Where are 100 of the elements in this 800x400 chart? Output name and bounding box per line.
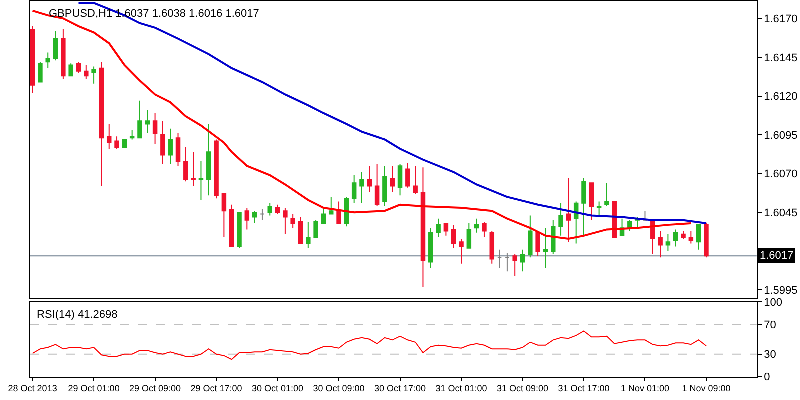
candlestick [46, 52, 50, 69]
candlestick [306, 221, 311, 249]
candlestick [268, 202, 272, 216]
candlestick [130, 130, 135, 140]
x-tick-label: 1 Nov 09:00 [682, 384, 731, 394]
candlestick [30, 26, 36, 94]
x-tick-label: 31 Oct 09:00 [496, 384, 549, 394]
candlestick [206, 124, 212, 196]
candlestick [673, 229, 678, 248]
candlestick [543, 228, 548, 270]
candlestick [374, 164, 380, 207]
candlestick [275, 204, 280, 215]
candlestick [145, 110, 150, 134]
candlestick [283, 207, 288, 235]
candlestick [229, 204, 234, 248]
candlestick [68, 63, 74, 77]
ref-line-label: 1.6017 [760, 250, 794, 262]
candlestick [92, 66, 96, 84]
candlestick [466, 223, 472, 249]
y-tick-label: 1.6045 [764, 208, 798, 220]
candlestick [658, 230, 663, 258]
candlestick [321, 207, 326, 224]
candlestick [198, 160, 204, 201]
candlestick [360, 172, 364, 204]
candlestick [558, 202, 564, 236]
candlestick [390, 166, 395, 193]
candlestick [436, 218, 441, 238]
candlestick [704, 223, 709, 258]
x-tick-label: 30 Oct 17:00 [374, 384, 426, 394]
candlestick [214, 139, 219, 200]
candlestick [328, 196, 334, 215]
candlestick [688, 230, 694, 244]
candlestick [512, 254, 518, 277]
candlestick [589, 182, 594, 221]
y-tick-label: 1.6095 [764, 130, 798, 142]
candlestick [84, 64, 89, 80]
candlestick [536, 232, 540, 257]
y-tick-label: 100 [764, 296, 782, 309]
candlestick [482, 221, 487, 238]
x-tick-label: 1 Nov 01:00 [620, 384, 670, 394]
candlestick [582, 178, 586, 236]
y-tick-label: 1.6170 [764, 14, 798, 26]
candlestick [122, 139, 128, 148]
candlestick [237, 212, 242, 249]
line-series [32, 10, 692, 240]
candlestick [260, 209, 265, 221]
candlestick [176, 133, 181, 167]
candlestick [222, 194, 227, 238]
candlestick [398, 164, 403, 196]
candlestick [367, 166, 372, 193]
y-tick-label: 1.5995 [764, 285, 798, 298]
candlestick [574, 201, 579, 244]
candlestick [413, 166, 418, 195]
candlestick [244, 207, 250, 230]
text: RSI(14) 41.2698 [37, 309, 118, 321]
y-tick-label: 70 [764, 319, 776, 332]
x-tick-label: 29 Oct 01:00 [68, 384, 120, 394]
candlestick [505, 252, 510, 272]
x-tick-label: 29 Oct 17:00 [190, 384, 242, 394]
candlestick [490, 230, 495, 264]
candlestick [314, 220, 318, 238]
candlestick [566, 178, 572, 243]
candlestick [528, 215, 533, 258]
candlestick [596, 201, 602, 216]
candlestick [160, 120, 166, 166]
candlestick [184, 146, 188, 182]
candlestick [551, 220, 556, 256]
candlestick [38, 62, 43, 83]
candlestick [497, 249, 502, 270]
x-tick-label: 30 Oct 09:00 [313, 384, 365, 394]
candlestick [459, 238, 464, 264]
x-tick-label: 28 Oct 2013 [8, 384, 58, 394]
candlestick [444, 223, 449, 236]
candlestick [428, 228, 434, 270]
candlestick [61, 29, 66, 80]
candlestick [520, 249, 526, 272]
y-tick-label: 1.6145 [764, 52, 798, 64]
y-tick-label: 1.6120 [764, 91, 798, 104]
candlestick [53, 30, 58, 62]
candlestick [76, 62, 82, 74]
y-tick-label: 0 [764, 372, 770, 384]
candlestick [474, 218, 480, 234]
candlestick [406, 162, 410, 188]
candlestick [336, 201, 342, 224]
x-tick-label: 31 Oct 17:00 [558, 384, 610, 394]
y-tick-label: 1.6070 [764, 168, 798, 181]
candlestick [352, 174, 357, 204]
candlestick [420, 167, 426, 288]
candlestick [99, 62, 104, 187]
candlestick [191, 152, 196, 187]
candlestick [138, 100, 142, 139]
candlestick [106, 124, 112, 150]
candlestick [152, 112, 158, 145]
candlestick [168, 128, 173, 166]
candlestick [252, 210, 258, 224]
candlestick [298, 216, 304, 244]
candlestick [382, 166, 388, 207]
x-tick-label: 29 Oct 09:00 [130, 384, 182, 394]
line-series [32, 330, 707, 360]
candlestick [451, 224, 456, 249]
